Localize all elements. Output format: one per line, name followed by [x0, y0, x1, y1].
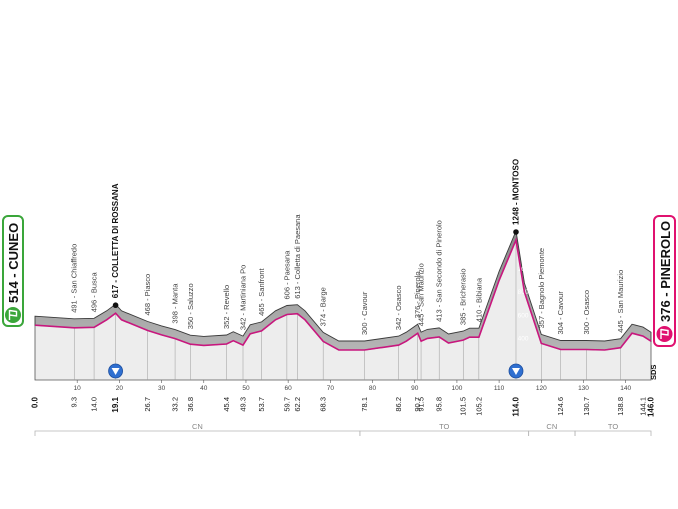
province-label: TO [439, 422, 449, 431]
km-label: 91.5 [417, 397, 426, 412]
place-labels: 491 - San Chiaffredo 496 - Busca 617 - COL… [70, 159, 625, 335]
altitude-tick-label: 1000 [518, 266, 533, 273]
distance-tick-label: 140 [620, 385, 631, 392]
place-label: 413 - San Secondo di Pinerolo [435, 220, 444, 322]
km-label: 36.8 [186, 397, 195, 412]
km-label: 101.5 [459, 397, 468, 416]
province-segment [574, 430, 652, 436]
km-label: 59.7 [282, 397, 291, 412]
km-label: 49.3 [239, 397, 248, 412]
km-label: 105.2 [474, 397, 483, 416]
km-label: 53.7 [257, 397, 266, 412]
summit-dot [513, 229, 519, 235]
km-label: 33.2 [171, 397, 180, 412]
province-segment [359, 430, 530, 436]
distance-tick-label: 120 [536, 385, 547, 392]
place-label: 376 - Pinerolo [413, 271, 422, 318]
km-label: 0.0 [31, 396, 40, 408]
place-label: 374 - Barge [319, 287, 328, 326]
finish-city-label: 376 - PINEROLO [658, 221, 673, 322]
place-label: 496 - Busca [90, 271, 99, 312]
gpm-markers [108, 229, 524, 379]
place-label: 1248 - MONTOSO [512, 159, 521, 225]
km-label: 138.8 [616, 397, 625, 416]
place-label: 445 - San Maurizio [417, 263, 426, 326]
place-gridlines [73, 240, 621, 380]
km-label: 68.3 [319, 397, 328, 412]
altitude-tick-label: 400 [518, 336, 529, 343]
place-label: 350 - Saluzzo [186, 283, 195, 329]
start-city-label: 514 - CUNEO [6, 223, 21, 303]
km-label: 62.2 [293, 397, 302, 412]
place-label: 342 - Osasco [394, 285, 403, 330]
place-label: 465 - Sanfront [257, 267, 266, 315]
place-label: 445 - San Maurizio [616, 270, 625, 333]
km-label: 90.7 [413, 397, 422, 412]
distance-tick-label: 100 [451, 385, 462, 392]
province-bar: CN TO CN TO [34, 422, 652, 436]
km-label: 26.7 [143, 397, 152, 412]
distance-tick-label: 10 [74, 385, 82, 392]
gpm-icon [508, 363, 524, 379]
place-label: 398 - Manta [171, 283, 180, 324]
km-label: 114.0 [512, 396, 521, 416]
finish-flag-icon [656, 326, 673, 342]
distance-ticks: 10 20 30 40 50 60 70 80 90 100 110 120 130 140 [74, 380, 631, 392]
place-label: 352 - Revello [222, 285, 231, 329]
start-flag-icon [5, 307, 21, 323]
km-label: 130.7 [582, 397, 591, 416]
altitude-scale: 400 600 800 1000 [518, 266, 533, 343]
km-label: 78.1 [360, 397, 369, 412]
place-label: 606 - Paesana [282, 250, 291, 300]
finish-frame [653, 215, 676, 347]
km-label: 144.1 [639, 397, 648, 416]
place-label: 410 - Bibiana [474, 277, 483, 322]
start-frame [2, 215, 24, 327]
distance-tick-label: 80 [369, 385, 377, 392]
altitude-tick-label: 600 [518, 312, 529, 319]
km-label: 86.2 [394, 397, 403, 412]
km-label: 45.4 [222, 397, 231, 412]
distance-tick-label: 50 [242, 385, 250, 392]
altitude-tick-label: 800 [518, 289, 529, 296]
km-label: 124.6 [556, 397, 565, 416]
province-segment [34, 430, 361, 436]
summit-dot [112, 302, 119, 309]
road-elevation-line [34, 237, 652, 351]
km-label: 9.3 [70, 397, 79, 407]
place-label: 491 - San Chiaffredo [70, 244, 79, 313]
place-label: 357 - Bagnolo Piemonte [537, 248, 546, 328]
distance-tick-label: 110 [494, 385, 505, 392]
distance-tick-label: 70 [327, 385, 335, 392]
place-label: 613 - Colletta di Paesana [293, 214, 302, 299]
province-label: CN [546, 422, 557, 431]
km-labels: 0.0 9.3 14.0 19.1 26.7 33.2 36.8 45.4 49.3 53.7 59… [31, 396, 656, 417]
province-segment [528, 430, 576, 436]
distance-tick-label: 20 [116, 385, 124, 392]
km-label: 19.1 [111, 396, 120, 412]
start-badge: 514 - CUNEO [2, 215, 24, 327]
place-label: 342 - Martiniana Po [239, 265, 248, 330]
gpm-icon [108, 363, 123, 379]
province-label: CN [192, 422, 203, 431]
km-label: 146.0 [647, 396, 656, 417]
finish-badge: 376 - PINEROLO [653, 215, 676, 347]
distance-tick-label: 40 [200, 385, 208, 392]
distance-tick-label: 30 [158, 385, 166, 392]
place-label: 385 - Bricherasio [459, 268, 468, 325]
finish-marker-label: SDS [649, 365, 658, 380]
place-label: 300 - Cavour [360, 291, 369, 335]
place-label: 617 - COLLETTA DI ROSSANA [111, 183, 120, 298]
place-label: 304 - Cavour [556, 291, 565, 335]
distance-tick-label: 90 [411, 385, 419, 392]
place-label: 300 - Osasco [582, 290, 591, 335]
distance-tick-label: 60 [285, 385, 293, 392]
distance-tick-label: 130 [578, 385, 589, 392]
place-label: 468 - Piasco [143, 274, 152, 316]
km-label: 14.0 [90, 397, 99, 412]
km-label: 95.8 [435, 397, 444, 412]
province-label: TO [608, 422, 618, 431]
